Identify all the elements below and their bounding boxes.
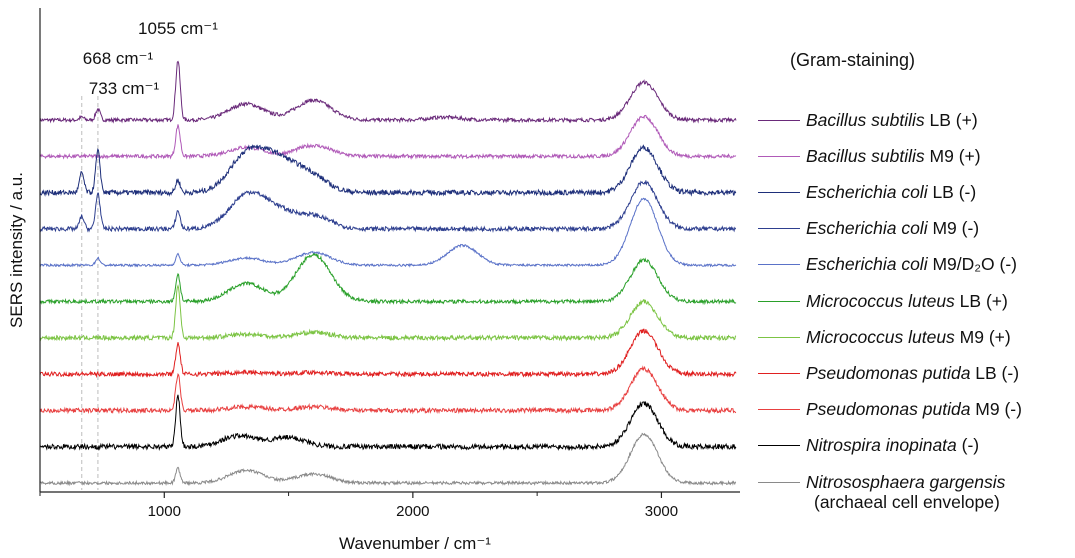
legend-item: Micrococcus luteus M9 (+) [758,325,1011,349]
legend-swatch [758,264,800,266]
spectrum-line [39,365,737,415]
legend-species: Pseudomonas putida [806,399,971,420]
legend-sublabel: (archaeal cell envelope) [814,492,1000,512]
legend-item: Bacillus subtilis LB (+) [758,108,978,132]
legend-label: Micrococcus luteus M9 (+) [806,327,1011,348]
spectrum-line [39,252,737,306]
legend-label: Bacillus subtilis LB (+) [806,110,978,131]
spectrum-line [39,60,737,124]
legend-swatch [758,300,800,302]
spectrum-line [39,394,737,452]
spectrum-line [39,114,737,161]
legend-suffix: M9 (-) [927,218,980,239]
axes [39,8,740,493]
legend-item: Nitrososphaera gargensis [758,470,1005,494]
peak-annotation: 733 cm⁻¹ [89,79,160,98]
x-tick-label: 1000 [148,503,181,520]
x-axis-label: Wavenumber / cm⁻¹ [339,534,491,553]
legend-species: Micrococcus luteus [806,290,955,311]
legend-item: Micrococcus luteus LB (+) [758,289,1008,313]
legend-swatch [758,445,800,447]
legend-suffix: (-) [956,435,980,456]
legend-suffix: LB (+) [954,290,1008,311]
spectrum-line [39,284,737,342]
legend-label: Pseudomonas putida M9 (-) [806,399,1022,420]
legend-species: Micrococcus luteus [806,326,955,347]
legend-item: Bacillus subtilis M9 (+) [758,144,981,168]
legend-label: Pseudomonas putida LB (-) [806,363,1019,384]
legend-item: Escherichia coli M9 (-) [758,217,979,241]
spectrum-line [39,180,736,233]
legend-label: Escherichia coli LB (-) [806,182,976,203]
legend-label: Escherichia coli M9/D₂O (-) [806,254,1017,275]
legend-species: Bacillus subtilis [806,145,925,166]
peak-annotation: 1055 cm⁻¹ [138,19,218,38]
legend-label: Micrococcus luteus LB (+) [806,291,1008,312]
legend-title: (Gram-staining) [790,50,916,70]
legend-suffix: M9 (+) [924,145,981,166]
legend-swatch [758,155,800,157]
legend-swatch [758,372,800,374]
legend-suffix: LB (-) [927,181,977,202]
legend: Bacillus subtilis LB (+) Bacillus subtili… [758,0,1075,558]
legend-label: Nitrospira inopinata (-) [806,435,979,456]
legend-swatch [758,191,800,193]
legend-suffix: LB (+) [924,109,978,130]
sers-spectra-plot: 1000 2000 3000 Wavenumber / cm⁻¹ SERS inte… [7,8,740,553]
spectrum-line [39,328,737,379]
legend-suffix: M9/D₂O (-) [927,254,1018,275]
legend-item: Pseudomonas putida M9 (-) [758,398,1022,422]
x-tick-label: 3000 [645,503,678,520]
legend-label: Escherichia coli M9 (-) [806,218,979,239]
legend-item: Pseudomonas putida LB (-) [758,361,1019,385]
legend-swatch [758,119,800,121]
legend-swatch [758,336,800,338]
spectrum-line [39,144,737,197]
reference-dashed-lines [81,96,99,490]
legend-item: Nitrospira inopinata (-) [758,434,979,458]
legend-swatch [758,409,800,411]
peak-annotations: 1055 cm⁻¹ 668 cm⁻¹ 733 cm⁻¹ [83,19,218,98]
peak-annotation: 668 cm⁻¹ [83,49,154,68]
legend-suffix: M9 (+) [954,326,1011,347]
legend-species: Nitrospira inopinata [806,435,957,456]
legend-suffix: LB (-) [970,362,1020,383]
spectra-series [39,60,737,487]
legend-species: Escherichia coli [806,254,928,275]
legend-swatch [758,228,800,230]
legend-suffix: M9 (-) [970,399,1022,420]
legend-species: Bacillus subtilis [806,109,925,130]
legend-species: Escherichia coli [806,218,928,239]
legend-label: Nitrososphaera gargensis [806,472,1005,493]
legend-item: Escherichia coli LB (-) [758,180,976,204]
spectrum-line [39,197,737,268]
legend-label: Bacillus subtilis M9 (+) [806,146,981,167]
y-axis-label: SERS intensity / a.u. [7,172,26,328]
legend-species: Nitrososphaera gargensis [806,471,1006,492]
legend-species: Escherichia coli [806,181,928,202]
x-ticks: 1000 2000 3000 [39,492,678,520]
legend-species: Pseudomonas putida [806,362,971,383]
x-tick-label: 2000 [396,503,429,520]
legend-swatch [758,481,800,483]
spectrum-line [39,432,737,487]
legend-item: Escherichia coli M9/D₂O (-) [758,253,1017,277]
